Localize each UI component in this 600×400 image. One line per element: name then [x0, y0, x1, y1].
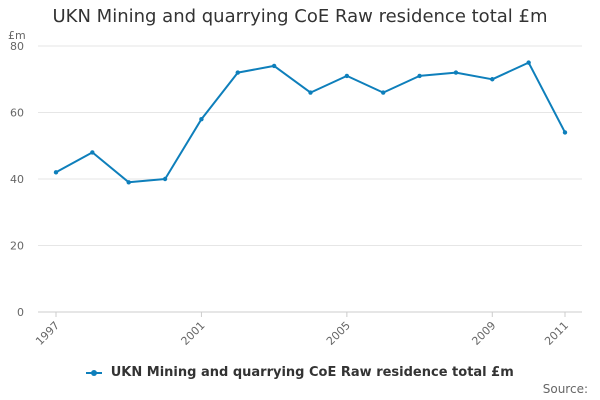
x-tick-label: 2001 — [179, 319, 208, 348]
source-label: Source: — [542, 382, 588, 396]
y-axis: 0 20 40 60 80£m — [8, 29, 26, 319]
data-point — [162, 176, 168, 182]
series-layer — [53, 60, 568, 185]
y-tick-label: 60 — [10, 107, 24, 120]
data-point — [271, 63, 277, 69]
data-point — [53, 170, 59, 175]
y-axis-unit-label: £m — [8, 29, 26, 42]
data-point — [308, 90, 313, 95]
data-point — [126, 180, 131, 185]
legend-label: UKN Mining and quarrying CoE Raw residen… — [110, 365, 514, 380]
x-tick-label: 1997 — [33, 319, 62, 348]
x-tick-label: 2011 — [542, 319, 571, 348]
data-point — [199, 116, 204, 122]
data-point — [381, 90, 386, 95]
legend-line-marker-icon — [86, 368, 103, 378]
y-tick-label: 20 — [10, 240, 24, 253]
data-point — [90, 150, 95, 155]
y-tick-label: 80 — [10, 40, 24, 53]
grid-lines — [38, 45, 582, 313]
data-point — [526, 60, 531, 65]
x-axis: 1997 2001 2005 2009 2011 — [33, 311, 582, 348]
data-point — [417, 73, 422, 79]
series-line — [55, 61, 566, 184]
legend[interactable]: UKN Mining and quarrying CoE Raw residen… — [0, 365, 600, 380]
y-tick-label: 40 — [10, 173, 24, 186]
data-point — [344, 73, 350, 79]
x-tick-label: 2009 — [469, 319, 498, 348]
x-tick-label: 2005 — [324, 319, 353, 348]
data-point — [490, 77, 495, 82]
data-point — [562, 130, 568, 135]
chart-title: UKN Mining and quarrying CoE Raw residen… — [52, 6, 548, 27]
y-tick-label: 0 — [17, 306, 24, 319]
data-point — [235, 70, 240, 75]
data-point — [453, 70, 459, 75]
